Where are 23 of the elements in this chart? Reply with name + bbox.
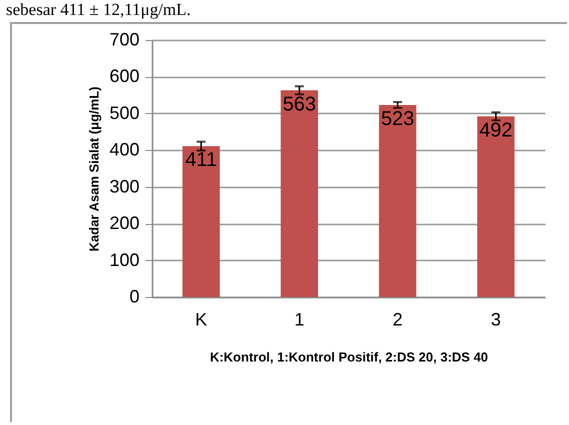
bar [182,146,220,297]
y-tick-label: 500 [109,102,140,123]
x-tick-label: K [195,310,208,330]
x-tick-label: 2 [392,310,403,330]
y-tick-label: 600 [109,66,140,86]
bar [280,90,318,297]
data-label: 492 [479,119,513,142]
y-tick-label: 700 [109,30,140,50]
x-tick-label: 1 [294,310,304,330]
data-label: 523 [380,108,414,130]
y-axis-title: Kadar Asam Sialat (μg/mL) [86,86,102,252]
bar [378,104,416,297]
text: sebesar 411 ± 12,11μg/mL. [6,0,191,20]
y-tick-label: 0 [129,286,140,306]
y-tick-label: 100 [109,250,140,270]
bar [477,116,515,297]
y-tick-label: 200 [109,213,140,234]
data-label: 411 [185,149,218,172]
y-tick-label: 400 [109,140,140,160]
x-tick-label: 3 [490,310,501,330]
x-axis-title: K:Kontrol, 1:Kontrol Positif, 2:DS 20, 3:DS 40 [210,350,488,364]
data-label: 563 [282,93,316,116]
y-tick-label: 300 [109,176,140,196]
